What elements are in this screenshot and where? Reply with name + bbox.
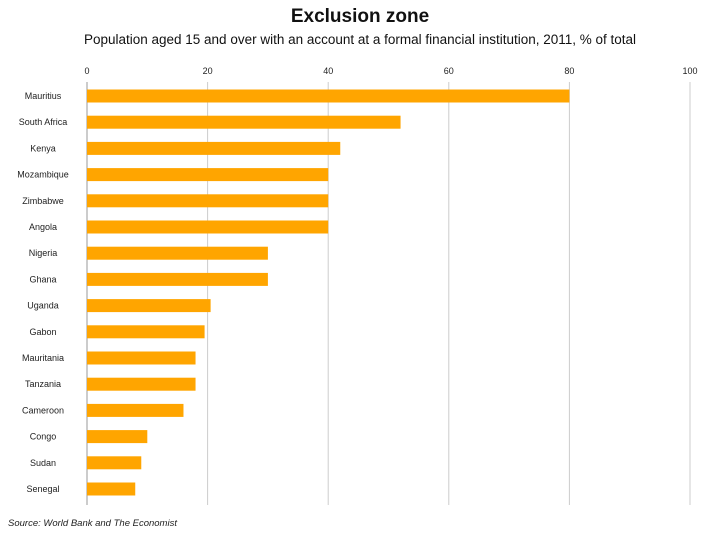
bar-south-africa [87,115,401,129]
bar-uganda [87,299,211,313]
category-label: Congo [30,432,57,442]
category-label: Mozambique [17,170,69,180]
bar-zimbabwe [87,194,329,208]
bar-nigeria [87,246,268,260]
bar-tanzania [87,377,196,391]
chart-subtitle: Population aged 15 and over with an acco… [83,32,637,47]
x-tick-label: 40 [323,66,333,76]
bar-senegal [87,482,136,496]
category-label: Senegal [26,484,59,494]
category-label: Gabon [29,327,56,337]
category-label: Cameroon [22,405,64,415]
x-tick-label: 0 [84,66,89,76]
category-label: Angola [29,222,57,232]
x-tick-label: 80 [564,66,574,76]
bars [87,89,570,496]
category-label: Sudan [30,458,56,468]
bar-mozambique [87,168,329,182]
category-label: Uganda [27,301,59,311]
bar-congo [87,430,148,444]
bar-ghana [87,272,268,286]
category-labels: Mauritius South Africa Kenya Mozambique Zimb… [17,91,69,494]
category-label: Mauritania [22,353,64,363]
bar-kenya [87,141,341,155]
bar-sudan [87,456,142,470]
x-tick-label: 100 [682,66,697,76]
category-label: Kenya [30,143,56,153]
bar-gabon [87,325,205,339]
category-label: Tanzania [25,379,61,389]
category-label: Ghana [29,274,56,284]
bar-mauritania [87,351,196,365]
category-label: Zimbabwe [22,196,64,206]
x-tick-label: 20 [203,66,213,76]
source-note: Source: World Bank and The Economist [8,518,177,529]
category-label: Nigeria [29,248,58,258]
bar-angola [87,220,329,234]
category-label: Mauritius [25,91,62,101]
bar-mauritius [87,89,570,103]
x-axis-ticks: 0 20 40 60 80 100 [84,66,697,76]
chart-title: Exclusion zone [290,6,430,27]
bar-cameroon [87,403,184,417]
category-label: South Africa [19,117,68,127]
x-tick-label: 60 [444,66,454,76]
